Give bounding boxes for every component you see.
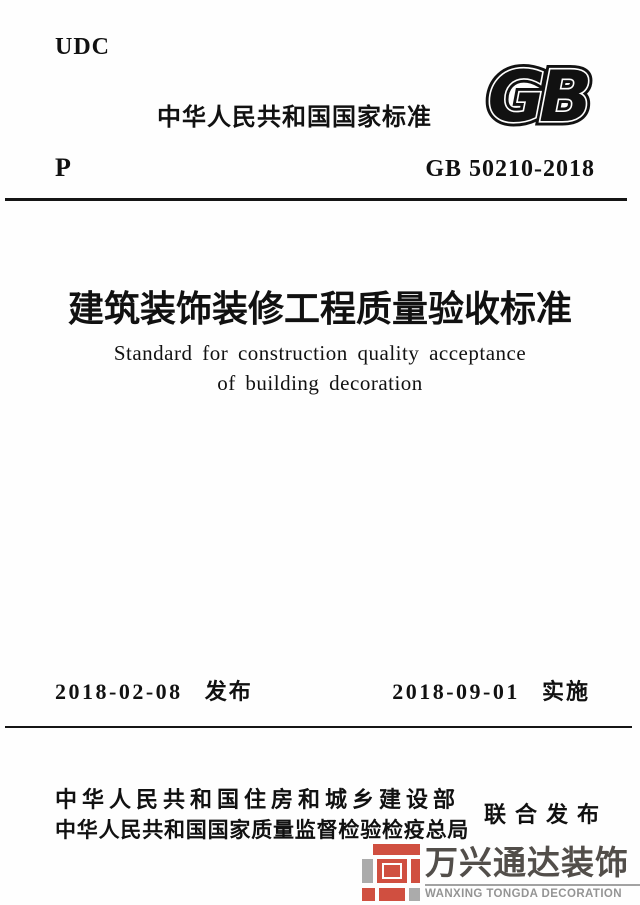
publisher-line2: 中华人民共和国国家质量监督检验检疫总局 bbox=[55, 819, 470, 842]
header-divider-line bbox=[5, 198, 627, 201]
implementation-date-group: 2018-09-01 实施 bbox=[392, 674, 590, 706]
title-english-line1: Standard for construction quality accept… bbox=[113, 341, 527, 365]
gb-logo-icon: GB GB bbox=[474, 52, 600, 143]
title-chinese: 建筑装饰装修工程质量验收标准 bbox=[67, 289, 572, 329]
classification-code: P bbox=[55, 153, 71, 182]
logo-bottom-sq1 bbox=[362, 888, 375, 901]
implementation-date: 2018-09-01 bbox=[392, 679, 520, 704]
footer-divider-line bbox=[5, 726, 632, 728]
logo-bottom-sq3 bbox=[409, 888, 420, 901]
logo-center-block bbox=[377, 859, 407, 883]
company-watermark: 万兴通达装饰 WANXING TONGDA DECORATION bbox=[362, 843, 640, 905]
publishers-block: 中华人民共和国住房和城乡建设部 中华人民共和国国家质量监督检验检疫总局 bbox=[55, 784, 470, 846]
gb-logo-core: GB bbox=[488, 56, 588, 138]
standard-code: GB 50210-2018 bbox=[425, 156, 595, 182]
issue-label: 发布 bbox=[204, 679, 253, 704]
company-name-block: 万兴通达装饰 WANXING TONGDA DECORATION bbox=[425, 843, 640, 900]
gb-logo-outline: GB bbox=[488, 56, 588, 138]
company-name-cn: 万兴通达装饰 bbox=[425, 844, 629, 881]
udc-label: UDC bbox=[55, 34, 110, 60]
joint-publish-label: 联合发布 bbox=[484, 802, 609, 827]
issue-date-group: 2018-02-08 发布 bbox=[55, 674, 253, 706]
national-standard-heading: 中华人民共和国国家标准 bbox=[157, 104, 432, 131]
title-english-line2: of building decoration bbox=[217, 371, 423, 395]
company-name-divider bbox=[425, 884, 640, 886]
implementation-label: 实施 bbox=[541, 679, 590, 704]
logo-right-bar bbox=[411, 859, 420, 883]
issue-date: 2018-02-08 bbox=[55, 679, 183, 704]
company-name-en: WANXING TONGDA DECORATION bbox=[425, 888, 622, 900]
logo-center-inner bbox=[382, 863, 402, 879]
company-logo-icon bbox=[362, 844, 420, 902]
logo-bottom-sq2 bbox=[379, 888, 405, 901]
logo-left-bar bbox=[362, 859, 373, 883]
dates-row: 2018-02-08 发布 2018-09-01 实施 bbox=[55, 674, 590, 706]
publisher-line1: 中华人民共和国住房和城乡建设部 bbox=[55, 787, 461, 812]
logo-top-bar bbox=[373, 844, 420, 855]
